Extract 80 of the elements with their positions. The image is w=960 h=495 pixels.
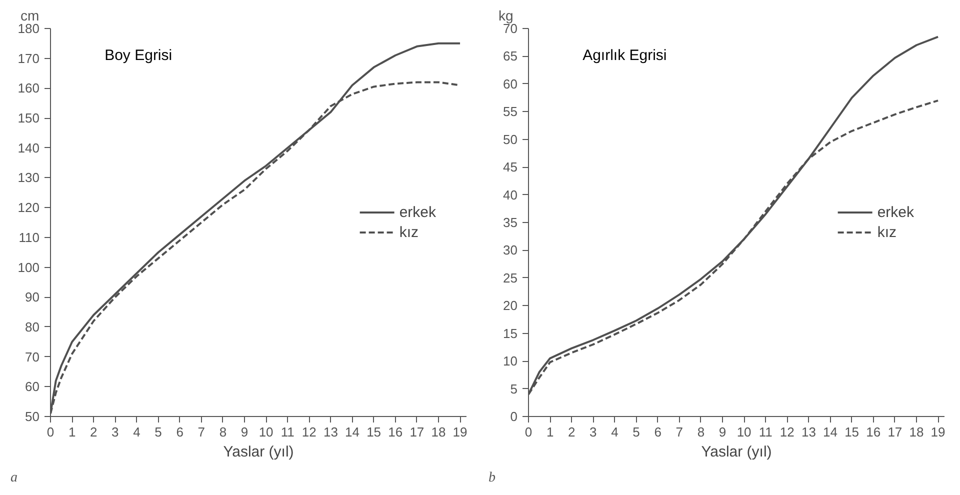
x-tick-label: 2 bbox=[568, 424, 576, 440]
x-tick-label: 18 bbox=[431, 424, 446, 440]
y-tick-label: 60 bbox=[503, 76, 518, 92]
x-tick-label: 15 bbox=[366, 424, 382, 440]
x-tick-label: 8 bbox=[219, 424, 227, 440]
y-tick-label: 80 bbox=[25, 319, 40, 334]
y-tick-label: 5 bbox=[510, 381, 518, 396]
y-tick-label: 120 bbox=[18, 200, 40, 216]
x-axis-title: Yaslar (yıl) bbox=[701, 444, 772, 460]
y-tick-label: 110 bbox=[18, 230, 40, 245]
x-tick-label: 16 bbox=[388, 424, 403, 440]
x-tick-label: 2 bbox=[90, 424, 98, 440]
y-tick-label: 30 bbox=[503, 242, 518, 258]
y-tick-label: 35 bbox=[503, 215, 518, 230]
x-tick-label: 6 bbox=[176, 424, 184, 440]
y-tick-label: 20 bbox=[503, 298, 518, 314]
y-tick-label: 40 bbox=[503, 187, 518, 202]
y-tick-label: 50 bbox=[503, 132, 518, 147]
y-tick-label: 150 bbox=[18, 110, 40, 126]
y-axis-title: kg bbox=[498, 8, 514, 24]
y-tick-label: 100 bbox=[18, 260, 40, 275]
x-tick-label: 0 bbox=[46, 424, 54, 440]
y-tick-label: 90 bbox=[25, 290, 40, 305]
x-tick-label: 12 bbox=[302, 424, 316, 440]
y-axis-title: cm bbox=[20, 8, 40, 24]
x-tick-label: 18 bbox=[909, 424, 924, 440]
legend-label: erkek bbox=[877, 204, 914, 220]
y-tick-label: 160 bbox=[18, 80, 40, 96]
x-tick-label: 13 bbox=[801, 424, 816, 440]
legend-label: kız bbox=[399, 224, 420, 240]
x-axis-title: Yaslar (yıl) bbox=[223, 444, 294, 460]
y-tick-label: 50 bbox=[25, 409, 40, 424]
text: a bbox=[10, 470, 18, 486]
y-tick-label: 130 bbox=[18, 170, 40, 186]
x-tick-label: 1 bbox=[546, 424, 554, 440]
x-tick-label: 10 bbox=[736, 424, 752, 440]
y-tick-label: 70 bbox=[25, 349, 40, 364]
y-tick-label: 0 bbox=[510, 409, 518, 424]
y-tick-label: 25 bbox=[503, 270, 518, 286]
y-tick-label: 45 bbox=[503, 160, 518, 175]
x-tick-label: 3 bbox=[112, 424, 119, 440]
legend-label: kız bbox=[877, 224, 898, 240]
x-tick-label: 4 bbox=[611, 424, 618, 440]
text: Boy Egrisi bbox=[104, 47, 172, 64]
x-tick-label: 9 bbox=[240, 424, 248, 440]
x-tick-label: 15 bbox=[844, 424, 860, 440]
legend-label: erkek bbox=[399, 204, 436, 220]
x-tick-label: 17 bbox=[888, 424, 902, 440]
y-tick-label: 10 bbox=[503, 354, 518, 369]
x-tick-label: 9 bbox=[718, 424, 726, 440]
x-tick-label: 4 bbox=[133, 424, 140, 440]
x-tick-label: 5 bbox=[632, 424, 640, 440]
y-tick-label: 55 bbox=[503, 104, 518, 120]
x-tick-label: 16 bbox=[866, 424, 881, 440]
x-tick-label: 12 bbox=[780, 424, 794, 440]
y-tick-label: 170 bbox=[18, 50, 40, 66]
x-tick-label: 11 bbox=[280, 424, 294, 440]
x-tick-label: 8 bbox=[697, 424, 705, 440]
x-tick-label: 14 bbox=[345, 424, 360, 440]
x-tick-label: 17 bbox=[410, 424, 424, 440]
y-tick-label: 140 bbox=[18, 140, 40, 156]
x-tick-label: 7 bbox=[676, 424, 683, 440]
text: Agırlık Egrisi bbox=[582, 47, 667, 64]
text: b bbox=[488, 470, 496, 486]
x-tick-label: 5 bbox=[154, 424, 162, 440]
y-tick-label: 180 bbox=[18, 21, 40, 36]
y-tick-label: 65 bbox=[503, 48, 518, 64]
x-tick-label: 10 bbox=[258, 424, 274, 440]
x-tick-label: 6 bbox=[654, 424, 662, 440]
x-tick-label: 3 bbox=[590, 424, 597, 440]
x-tick-label: 1 bbox=[68, 424, 76, 440]
y-tick-label: 15 bbox=[503, 326, 518, 341]
x-tick-label: 0 bbox=[524, 424, 532, 440]
x-tick-label: 14 bbox=[823, 424, 838, 440]
x-tick-label: 19 bbox=[930, 424, 946, 440]
x-tick-label: 7 bbox=[198, 424, 205, 440]
y-tick-label: 60 bbox=[25, 379, 40, 394]
x-tick-label: 19 bbox=[452, 424, 468, 440]
x-tick-label: 11 bbox=[758, 424, 772, 440]
x-tick-label: 13 bbox=[323, 424, 338, 440]
